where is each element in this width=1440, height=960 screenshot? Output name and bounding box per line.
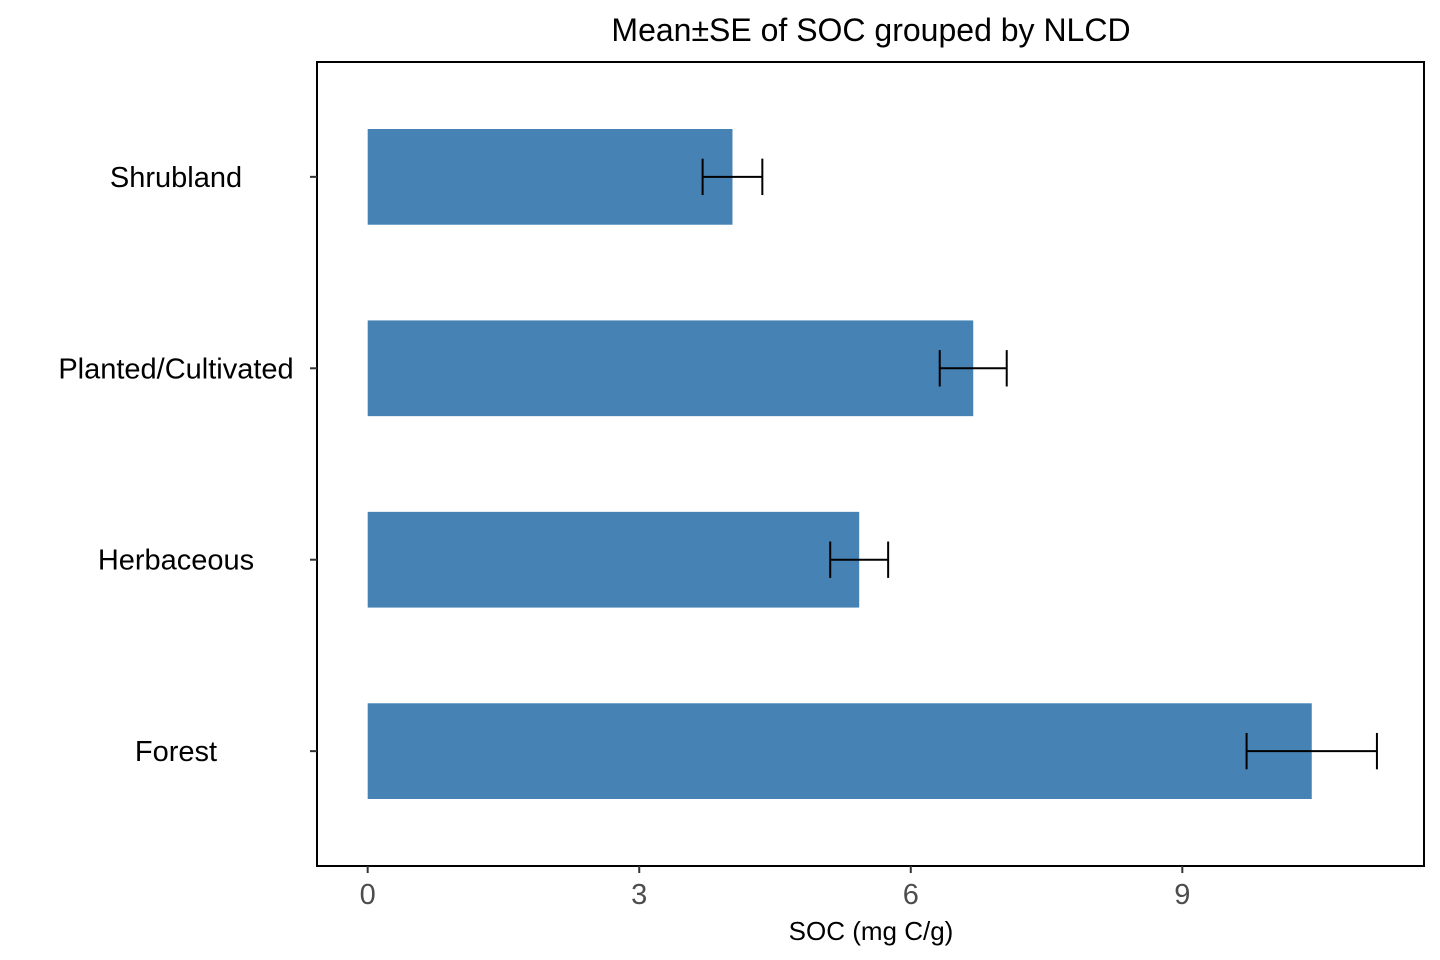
error-bar-planted-cultivated	[938, 350, 1008, 387]
chart-marks	[367, 129, 1378, 799]
error-bar-herbaceous	[829, 541, 890, 578]
y-tick-label-forest: Forest	[135, 736, 217, 768]
chart-title: Mean±SE of SOC grouped by NLCD	[611, 12, 1130, 48]
bar-herbaceous	[367, 511, 860, 608]
bar-forest	[367, 703, 1312, 799]
x-tick-label-9: 9	[1174, 879, 1190, 911]
plot-panel-border	[316, 61, 1425, 867]
error-bar-shrubland	[701, 158, 764, 196]
y-axis: Forest Herbaceous Planted/Cultivated Shrubl…	[58, 162, 317, 768]
x-axis: 0 3 6 9	[360, 866, 1190, 911]
y-tick-label-planted-cultivated: Planted/Cultivated	[58, 353, 293, 385]
x-tick-label-0: 0	[360, 879, 376, 911]
bar-shrubland	[367, 129, 733, 225]
x-tick-label-3: 3	[631, 879, 647, 911]
x-axis-title: SOC (mg C/g)	[789, 916, 954, 946]
y-tick-label-herbaceous: Herbaceous	[98, 545, 254, 577]
x-tick-label-6: 6	[903, 879, 919, 911]
error-bar-forest	[1245, 732, 1378, 770]
y-tick-label-shrubland: Shrubland	[110, 162, 242, 194]
bar-planted-cultivated	[367, 320, 974, 417]
